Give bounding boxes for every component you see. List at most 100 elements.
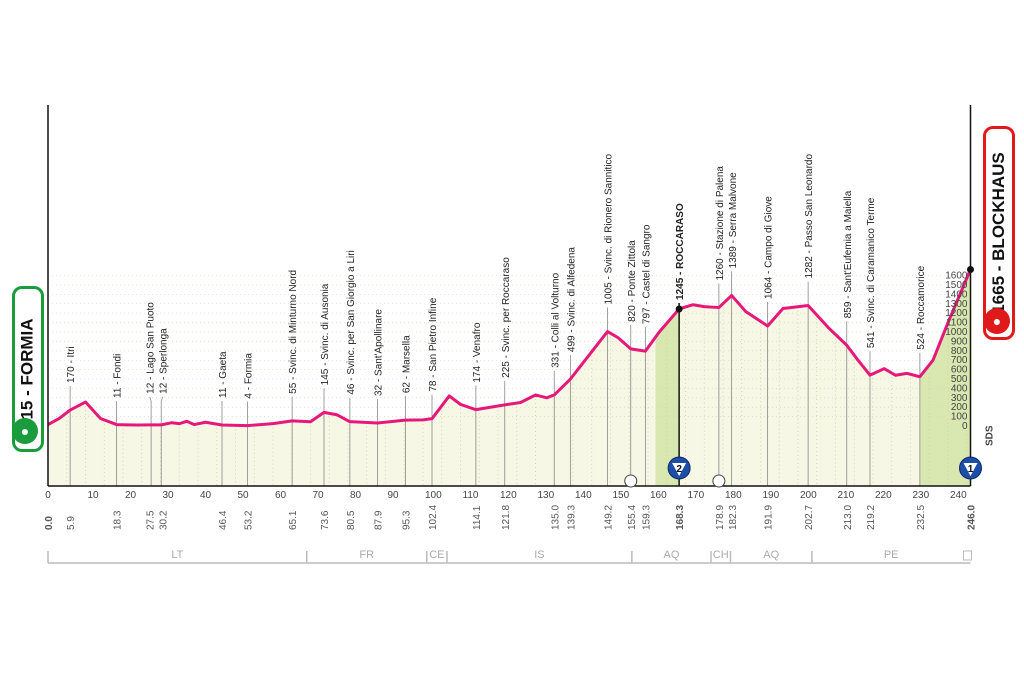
km-mark: 219.2 [866, 505, 877, 530]
y-tick-label: 400 [951, 383, 968, 394]
waypoint-label: 1282 - Passo San Leonardo [804, 154, 815, 279]
y-tick-label: 500 [951, 374, 968, 385]
x-tick-label: 60 [275, 490, 287, 501]
start-label: 15 - FORMIA [18, 318, 37, 420]
waypoint-label: 1389 - Serra Malvone [728, 172, 739, 269]
km-mark: 246.0 [967, 505, 978, 530]
waypoint-label: 170 - Itri [66, 346, 77, 383]
km-mark: 95.3 [401, 510, 412, 530]
waypoint-label: 1064 - Campo di Giove [764, 196, 775, 299]
km-mark: 65.1 [288, 510, 299, 530]
gpm-category: 2 [676, 464, 682, 475]
waypoint-label: 12 - Lago San Puoto [146, 302, 157, 394]
profile-line [47, 268, 972, 428]
x-tick-label: 180 [725, 490, 742, 501]
x-tick-label: 20 [125, 490, 137, 501]
waypoint-label: 4 - Formia [244, 353, 255, 399]
y-tick-label: 100 [951, 412, 968, 423]
waypoint-label: 541 - Svinc. di Caramanico Terme [866, 197, 877, 348]
x-tick-label: 110 [463, 490, 479, 501]
y-tick-label: 800 [951, 346, 968, 357]
waypoint-label: 1005 - Svinc. di Rionero Sannitico [604, 153, 615, 304]
x-tick-label: 220 [875, 490, 892, 501]
finish-badge: 1665 - BLOCKHAUS [983, 126, 1015, 340]
km-mark: 182.3 [728, 505, 739, 530]
km-mark: 191.9 [764, 505, 775, 530]
waypoint-label: 524 - Roccamorice [916, 265, 927, 349]
km-mark: 53.2 [244, 510, 255, 530]
km-mark: 121.8 [501, 505, 512, 530]
km-mark: 168.3 [675, 505, 686, 530]
y-tick-label: 1300 [945, 299, 968, 310]
x-tick-label: 70 [313, 490, 325, 501]
gpm-triangle [963, 463, 978, 476]
x-tick-label: 90 [388, 490, 400, 501]
region-label: CE [429, 549, 444, 561]
y-tick-label: 200 [951, 402, 968, 413]
waypoint-label: 62 - Marsella [401, 335, 412, 393]
y-tick-label: 700 [951, 355, 968, 366]
km-mark: 178.9 [715, 505, 726, 530]
y-tick-label: 1000 [945, 327, 968, 338]
km-mark: 135.0 [550, 505, 561, 530]
x-tick-label: 230 [913, 490, 930, 501]
y-tick-label: 900 [951, 336, 968, 347]
waypoint-label: 1260 - Stazione di Palena [715, 166, 726, 281]
waypoint-label: 46 - Svinc. per San Giorgio a Liri [346, 250, 357, 395]
finish-cyclist-icon: ● [984, 308, 1010, 334]
km-mark: 102.4 [428, 505, 439, 530]
km-mark: 27.5 [146, 510, 157, 530]
gpm-marker: 2 [667, 456, 691, 480]
region-label: FR [359, 549, 374, 561]
waypoint-label: 820 - Ponte Zittola [627, 240, 638, 322]
waypoint-label: 11 - Fondi [113, 354, 124, 398]
x-tick-label: 10 [88, 490, 100, 501]
y-tick-label: 300 [951, 393, 968, 404]
waypoint-leader [160, 396, 164, 402]
region-label: PE [884, 549, 899, 561]
km-mark: 46.4 [218, 510, 229, 530]
waypoint-label: 11 - Gaeta [218, 351, 229, 398]
y-tick-label: 1200 [945, 308, 968, 319]
intermediate-sprint-icon [624, 474, 638, 488]
x-tick-label: 150 [613, 490, 630, 501]
region-label: CH [713, 549, 729, 561]
km-mark: 18.3 [113, 510, 124, 530]
waypoint-label: 145 - Svinc. di Ausonia [320, 283, 331, 385]
x-tick-label: 160 [650, 490, 667, 501]
km-mark: 232.5 [916, 505, 927, 530]
x-tick-label: 200 [800, 490, 817, 501]
x-tick-label: 0 [45, 490, 51, 501]
waypoint-label: 32 - Sant'Apollinare [374, 309, 385, 396]
y-tick-label: 1100 [946, 318, 968, 329]
waypoint-label: 331 - Colli al Volturno [550, 272, 561, 367]
x-tick-label: 170 [688, 490, 705, 501]
x-tick-label: 80 [350, 490, 362, 501]
x-tick-label: 50 [238, 490, 250, 501]
region-label: AQ [663, 549, 679, 561]
km-mark: 73.6 [320, 510, 331, 530]
waypoint-label: 12 - Sperlonga [159, 328, 170, 394]
climb-area [655, 308, 680, 486]
waypoint-label: 174 - Venafro [472, 322, 483, 382]
y-axis-label: SDS [985, 425, 996, 446]
km-mark: 159.3 [641, 505, 652, 530]
waypoint-label: 225 - Svinc. per Roccaraso [501, 257, 512, 378]
x-tick-label: 30 [163, 490, 175, 501]
km-mark: 30.2 [159, 510, 170, 530]
x-tick-label: 100 [425, 490, 442, 501]
km-mark: 149.2 [604, 505, 615, 530]
waypoint-label: 859 - Sant'Eufemia a Maiella [843, 190, 854, 318]
waypoint-leader [149, 396, 152, 402]
start-cyclist-icon: ● [12, 418, 38, 444]
km-mark: 213.0 [843, 505, 854, 530]
km-mark: 87.9 [374, 510, 385, 530]
region-label: AQ [763, 549, 779, 561]
finish-label: 1665 - BLOCKHAUS [989, 152, 1009, 314]
km-mark: 80.5 [346, 510, 357, 530]
km-mark: 202.7 [804, 505, 815, 530]
y-tick-label: 600 [951, 365, 968, 376]
km-mark: 155.4 [627, 505, 638, 530]
km-mark: 114.1 [472, 505, 483, 530]
